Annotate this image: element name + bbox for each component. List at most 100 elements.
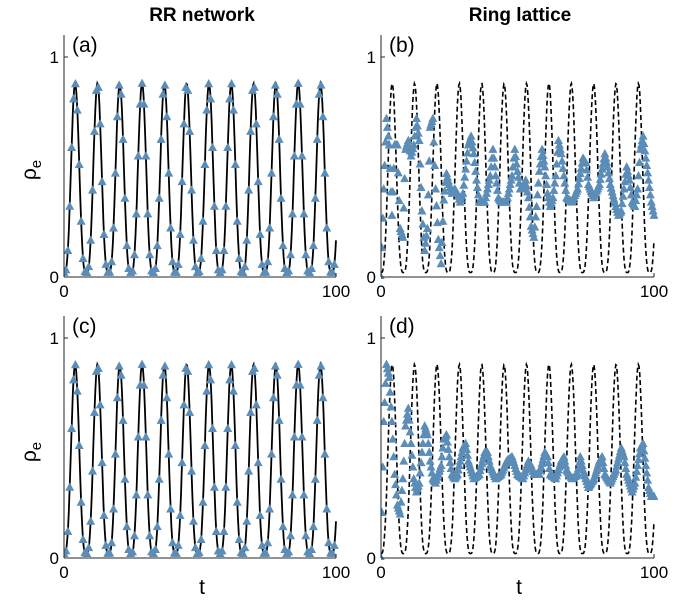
data-point-marker — [558, 163, 568, 172]
data-point-marker — [533, 190, 543, 199]
data-point-marker — [638, 131, 648, 140]
data-point-marker — [423, 438, 433, 448]
data-point-marker — [78, 534, 88, 543]
data-point-marker — [439, 195, 449, 204]
data-point-marker — [320, 449, 330, 458]
data-point-marker — [70, 79, 80, 88]
data-point-marker — [455, 456, 465, 465]
x-tick-label: 100 — [322, 563, 350, 582]
data-point-marker — [635, 144, 645, 153]
data-point-marker — [320, 168, 330, 177]
x-tick-label: 100 — [640, 282, 668, 301]
data-point-marker — [381, 397, 390, 406]
data-point-marker — [133, 432, 143, 441]
data-point-marker — [631, 195, 641, 205]
data-point-marker — [310, 474, 320, 483]
data-point-marker — [404, 415, 414, 424]
data-point-marker — [488, 144, 498, 153]
data-point-marker — [122, 521, 132, 531]
data-point-marker — [225, 375, 235, 384]
data-point-marker — [634, 454, 644, 464]
data-point-marker — [626, 190, 636, 199]
data-point-marker — [314, 89, 324, 98]
data-point-marker — [645, 190, 655, 199]
data-point-marker — [69, 94, 79, 103]
data-point-marker — [221, 201, 231, 210]
data-point-marker — [270, 361, 280, 370]
data-point-marker — [196, 534, 206, 543]
data-point-marker — [581, 157, 591, 167]
data-point-marker — [295, 99, 305, 108]
data-point-marker — [550, 178, 560, 187]
data-point-marker — [485, 170, 495, 180]
data-point-marker — [89, 126, 99, 135]
data-point-marker — [307, 544, 317, 553]
data-point-marker — [183, 85, 193, 94]
data-point-marker — [624, 175, 634, 184]
data-point-marker — [462, 148, 472, 157]
data-point-marker — [74, 440, 84, 450]
data-point-marker — [631, 472, 641, 481]
data-point-marker — [162, 392, 172, 402]
data-point-marker — [492, 185, 502, 194]
data-point-marker — [394, 195, 404, 205]
data-point-marker — [188, 516, 198, 525]
data-point-marker — [232, 497, 242, 506]
data-point-marker — [381, 160, 390, 169]
data-point-marker — [540, 162, 550, 171]
data-point-marker — [141, 432, 151, 441]
data-point-marker — [72, 105, 82, 114]
data-point-marker — [177, 457, 187, 467]
data-point-marker — [640, 146, 650, 155]
data-point-marker — [423, 190, 433, 199]
data-point-marker — [307, 263, 317, 272]
data-point-marker — [388, 187, 398, 196]
data-point-marker — [240, 542, 250, 552]
panel-label: (d) — [389, 315, 415, 338]
data-point-marker — [642, 160, 652, 169]
data-point-marker — [175, 229, 185, 238]
data-point-marker — [381, 416, 389, 426]
data-point-marker — [95, 119, 105, 128]
data-point-marker — [556, 148, 566, 158]
data-point-marker — [415, 468, 425, 477]
data-point-marker — [185, 126, 195, 135]
data-point-marker — [148, 267, 158, 277]
data-point-marker — [435, 250, 445, 260]
data-point-marker — [168, 537, 178, 547]
data-point-marker — [179, 119, 189, 128]
data-point-marker — [639, 446, 649, 455]
data-point-marker — [242, 235, 252, 244]
data-point-marker — [398, 473, 408, 483]
data-point-marker — [483, 179, 493, 189]
data-point-marker — [209, 482, 219, 491]
y-tick-label: 0 — [367, 549, 376, 568]
data-point-marker — [512, 159, 522, 168]
data-point-marker — [200, 159, 210, 169]
data-point-marker — [397, 485, 407, 494]
x-tick-label: 100 — [322, 282, 350, 301]
data-point-marker — [251, 400, 261, 409]
data-point-marker — [412, 121, 422, 130]
data-point-marker — [143, 209, 153, 218]
data-point-marker — [305, 267, 315, 277]
data-point-marker — [575, 168, 585, 178]
data-point-marker — [177, 176, 187, 186]
data-point-marker — [438, 443, 448, 452]
data-point-marker — [560, 178, 570, 187]
data-point-marker — [470, 157, 480, 167]
data-point-marker — [249, 82, 259, 91]
data-point-marker — [511, 151, 521, 161]
data-point-marker — [204, 360, 214, 369]
data-point-marker — [289, 432, 299, 441]
data-point-marker — [503, 188, 513, 197]
data-point-marker — [64, 265, 71, 274]
data-point-marker — [118, 134, 128, 143]
data-point-marker — [160, 80, 170, 89]
plot-area — [381, 359, 658, 560]
data-point-marker — [69, 375, 79, 384]
data-point-marker — [617, 198, 627, 208]
data-point-marker — [462, 156, 472, 165]
data-point-marker — [295, 380, 305, 389]
data-point-marker — [183, 366, 193, 375]
